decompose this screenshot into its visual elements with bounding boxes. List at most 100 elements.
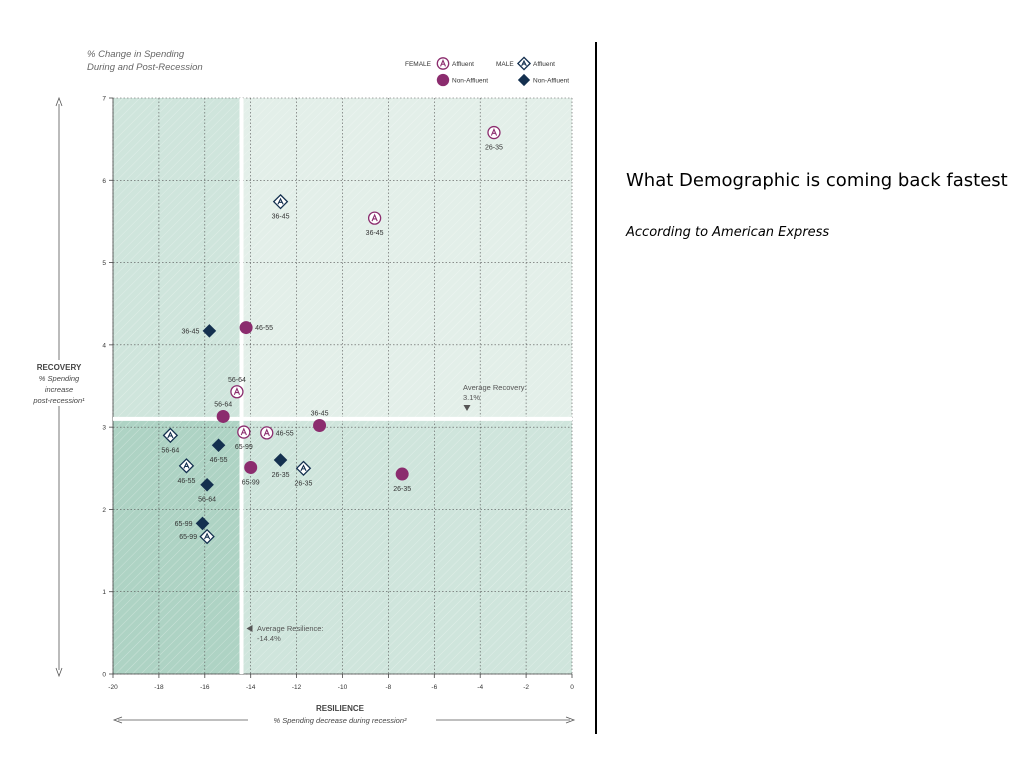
x-arrow-right [565, 716, 576, 724]
legend-male-affluent: Affluent [533, 61, 555, 68]
legend-female-affluent-marker-glyph [440, 59, 446, 67]
data-point-female-non-affluent [216, 409, 230, 423]
x-axis-label: RESILIENCE [316, 704, 365, 713]
data-label: 65-99 [242, 479, 260, 486]
x-tick-label: -8 [386, 684, 392, 691]
data-point-male-affluent-glyph [300, 464, 307, 472]
y-tick-label: 1 [102, 589, 106, 596]
avg-resilience-arrow [246, 625, 253, 632]
x-tick-label: -4 [477, 684, 483, 691]
data-point-female-affluent-glyph [371, 213, 378, 222]
data-point-female-affluent [367, 211, 382, 225]
data-label: 56-64 [161, 447, 179, 454]
data-point-male-non-affluent [211, 438, 226, 453]
data-label: 46-55 [276, 430, 294, 437]
legend-male: MALE [496, 61, 514, 68]
x-tick-label: -14 [246, 684, 256, 691]
x-axis-sublabel: % Spending decrease during recession² [274, 716, 407, 725]
y-axis-label: post-recession¹ [32, 396, 85, 405]
data-point-male-affluent [272, 193, 289, 210]
slide-title: What Demographic is coming back fastest [626, 170, 1008, 191]
data-label: 46-55 [177, 478, 195, 485]
data-point-female-affluent-glyph [233, 387, 241, 395]
legend-female-affluent-marker [436, 57, 450, 70]
y-tick-label: 2 [102, 507, 106, 514]
x-tick-label: -6 [431, 684, 437, 691]
data-label: 36-45 [272, 214, 290, 221]
x-tick-label: -20 [108, 684, 118, 691]
data-point-female-affluent [260, 426, 274, 440]
slide-subtitle: According to American Express [626, 225, 830, 240]
data-point-male-affluent [199, 528, 215, 545]
data-point-male-affluent [162, 427, 179, 444]
y-tick-label: 0 [102, 672, 106, 679]
scatter-chart: -20 -18 -16 -14 -12 -10 -8 -6 -4 -2 001234567RECOV… [30, 49, 576, 725]
data-label: 56-64 [214, 401, 232, 408]
data-point-male-non-affluent [202, 324, 217, 338]
chart-title-line1: % Change in Spending [87, 49, 185, 60]
x-tick-label: -16 [200, 684, 210, 691]
y-arrow-up [55, 96, 63, 107]
data-label: 46-55 [210, 457, 228, 464]
data-point-male-non-affluent [200, 477, 214, 492]
legend-female: FEMALE [405, 61, 432, 68]
avg-recovery-arrow [463, 405, 471, 411]
avg-recovery-label: Average Recovery: [463, 383, 527, 392]
y-tick-label: 5 [102, 260, 106, 267]
data-point-female-non-affluent [395, 467, 409, 481]
data-point-male-non-affluent [195, 516, 210, 531]
data-label: 26-35 [272, 472, 290, 479]
y-axis-label: % Spending [39, 374, 80, 383]
x-tick-label: -2 [523, 684, 529, 691]
x-tick-label: -18 [154, 684, 164, 691]
divider-line [595, 42, 597, 734]
avg-resilience-label: Average Resilience: [257, 624, 324, 633]
y-label-bg [30, 360, 88, 406]
avg-recovery-value: 3.1% [463, 393, 480, 402]
data-label: 26-35 [295, 480, 313, 487]
y-tick-label: 4 [102, 342, 106, 349]
avg-resilience-value: -14.4% [257, 634, 281, 643]
data-label: 26-35 [485, 145, 503, 152]
data-label: 65-99 [175, 521, 193, 528]
y-axis-label: RECOVERY [37, 363, 82, 372]
data-label: 56-64 [228, 377, 246, 384]
data-point-male-affluent-glyph [277, 197, 284, 205]
x-tick-label: -12 [292, 684, 302, 691]
data-label: 26-35 [393, 486, 411, 493]
data-label: 65-99 [235, 444, 253, 451]
data-point-female-non-affluent [313, 418, 327, 432]
data-point-male-affluent [295, 460, 312, 477]
data-point-female-non-affluent [239, 321, 253, 335]
chart-title-line2: During and Post-Recession [87, 62, 203, 73]
data-point-female-affluent [230, 385, 244, 399]
data-label: 36-45 [181, 328, 199, 335]
legend-female-affluent: Affluent [452, 61, 474, 68]
legend-male-nonaffluent: Non-Affluent [533, 78, 569, 85]
data-point-female-affluent-glyph [263, 428, 270, 437]
data-point-female-affluent-glyph [240, 427, 247, 436]
x-arrow-left [112, 716, 123, 724]
legend-male-nonaffluent-marker [517, 73, 531, 87]
y-arrow-down [55, 667, 63, 678]
data-point-male-affluent [178, 458, 195, 474]
x-tick-label: 0 [570, 684, 574, 691]
data-point-male-affluent-glyph [167, 431, 174, 439]
data-point-female-affluent [487, 125, 501, 140]
y-tick-label: 7 [102, 96, 106, 103]
data-label: 36-45 [311, 410, 329, 417]
data-point-male-affluent-glyph [183, 461, 190, 469]
data-point-male-affluent-glyph [203, 532, 211, 540]
data-label: 56-64 [198, 497, 216, 504]
data-point-male-non-affluent [273, 453, 288, 467]
y-tick-label: 3 [102, 425, 106, 432]
data-label: 36-45 [366, 230, 384, 237]
legend-male-affluent-marker-glyph [521, 59, 527, 67]
data-label: 46-55 [255, 325, 273, 332]
data-point-female-non-affluent [244, 460, 258, 474]
data-point-female-affluent-glyph [490, 127, 498, 136]
x-tick-label: -10 [338, 684, 348, 691]
y-axis-label: increase [45, 385, 73, 394]
legend-female-nonaffluent: Non-Affluent [452, 78, 488, 85]
data-label: 65-99 [179, 534, 197, 541]
